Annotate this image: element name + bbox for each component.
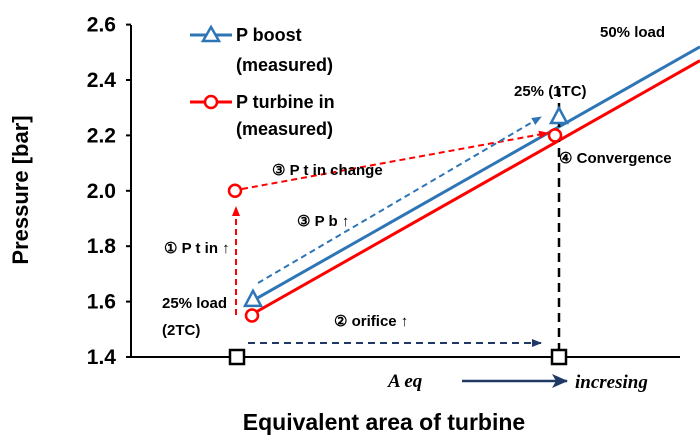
y-tick-label: 2.6: [87, 14, 116, 37]
y-tick-label: 2.2: [87, 124, 116, 147]
annotation-step4: ④ Convergence: [559, 150, 672, 167]
y-tick-label: 1.8: [87, 235, 117, 258]
annotation-step3a: ③ P t in change: [272, 162, 383, 179]
data-markers: [227, 105, 570, 366]
y-tick-label: 2.0: [87, 180, 116, 203]
x-axis-square-marker-0: [228, 348, 246, 366]
annotation-25-2tc-line1: 25% load: [162, 295, 227, 312]
legend-label-turbine-1: P turbine in: [236, 92, 335, 112]
y-ticks: 1.4 1.6 1.8 2.0 2.2 2.4 2.6: [87, 14, 131, 369]
y-tick-label: 1.6: [87, 291, 116, 314]
arrow-pt-in-change: [241, 130, 549, 190]
series-line-p-boost: [255, 45, 700, 301]
p-boost-point-0: [242, 288, 264, 308]
x-axis-square-marker-1: [550, 348, 568, 366]
y-axis-label: Pressure [bar]: [8, 115, 33, 264]
p-turbine-in-point-1: [227, 183, 243, 199]
annotation-step3b: ③ P b ↑: [297, 213, 349, 230]
annotation-step1: ① P t in ↑: [164, 240, 230, 257]
legend-marker-boost: [200, 24, 222, 43]
p-boost-point-1: [548, 105, 570, 125]
p-turbine-in-point-0: [244, 308, 260, 323]
series-line-p-turbine-in: [249, 59, 700, 317]
arrow-pb-up: [257, 116, 542, 284]
legend-marker-turbine: [203, 94, 219, 110]
y-tick-label: 2.4: [87, 69, 117, 92]
y-tick-label: 1.4: [87, 346, 117, 369]
annotation-step2: ② orifice ↑: [334, 313, 408, 330]
legend-label-boost-2: (measured): [236, 55, 333, 75]
annotation-50-load: 50% load: [600, 24, 665, 41]
annotation-25-2tc-line2: (2TC): [162, 322, 200, 339]
annotation-aeq: A eq: [387, 371, 423, 392]
p-turbine-in-point-2: [547, 128, 563, 143]
x-axis-label: Equivalent area of turbine: [243, 409, 525, 435]
legend-label-boost-1: P boost: [236, 25, 302, 45]
annotation-25-1tc: 25% (1TC): [514, 83, 587, 100]
annotation-increasing: incresing: [575, 372, 648, 393]
legend: P boost (measured) P turbine in (measure…: [190, 24, 335, 139]
legend-label-turbine-2: (measured): [236, 119, 333, 139]
